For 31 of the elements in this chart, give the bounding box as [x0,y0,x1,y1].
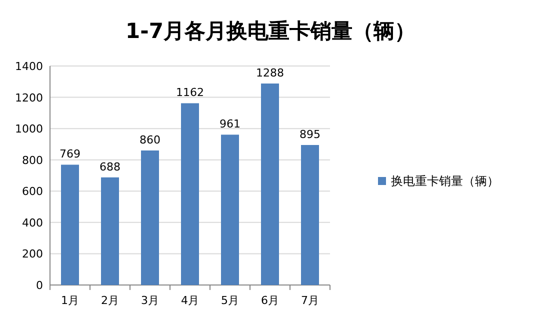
bar [261,84,279,285]
data-label: 1288 [256,66,284,80]
y-tick-label: 1400 [15,60,43,73]
y-tick-label: 400 [22,216,43,230]
bar [61,164,79,285]
y-tick-label: 0 [36,279,43,292]
legend-label: 换电重卡销量（辆） [391,174,499,188]
x-tick-label: 4月 [181,294,199,307]
y-tick-label: 1200 [15,91,43,104]
data-label: 769 [60,148,80,161]
x-tick-label: 7月 [301,294,319,307]
x-tick-label: 2月 [101,294,119,307]
x-tick-label: 6月 [261,294,279,307]
chart-title: 1-7月各月换电重卡销量（辆） [126,19,416,43]
y-tick-label: 600 [22,185,43,198]
data-label: 961 [220,118,240,131]
data-label: 895 [300,128,320,141]
bar [181,103,199,285]
x-tick-label: 3月 [141,294,159,307]
x-tick-label: 1月 [61,294,79,307]
bar [301,144,319,285]
bar [141,150,159,285]
bar [101,177,119,285]
data-label: 688 [100,160,120,174]
y-tick-label: 200 [22,248,43,261]
y-tick-label: 1000 [15,122,43,136]
y-tick-label: 800 [22,154,43,167]
bar [221,134,239,285]
data-label: 860 [140,133,160,146]
x-tick-label: 5月 [221,294,239,307]
data-label: 1162 [176,86,204,100]
